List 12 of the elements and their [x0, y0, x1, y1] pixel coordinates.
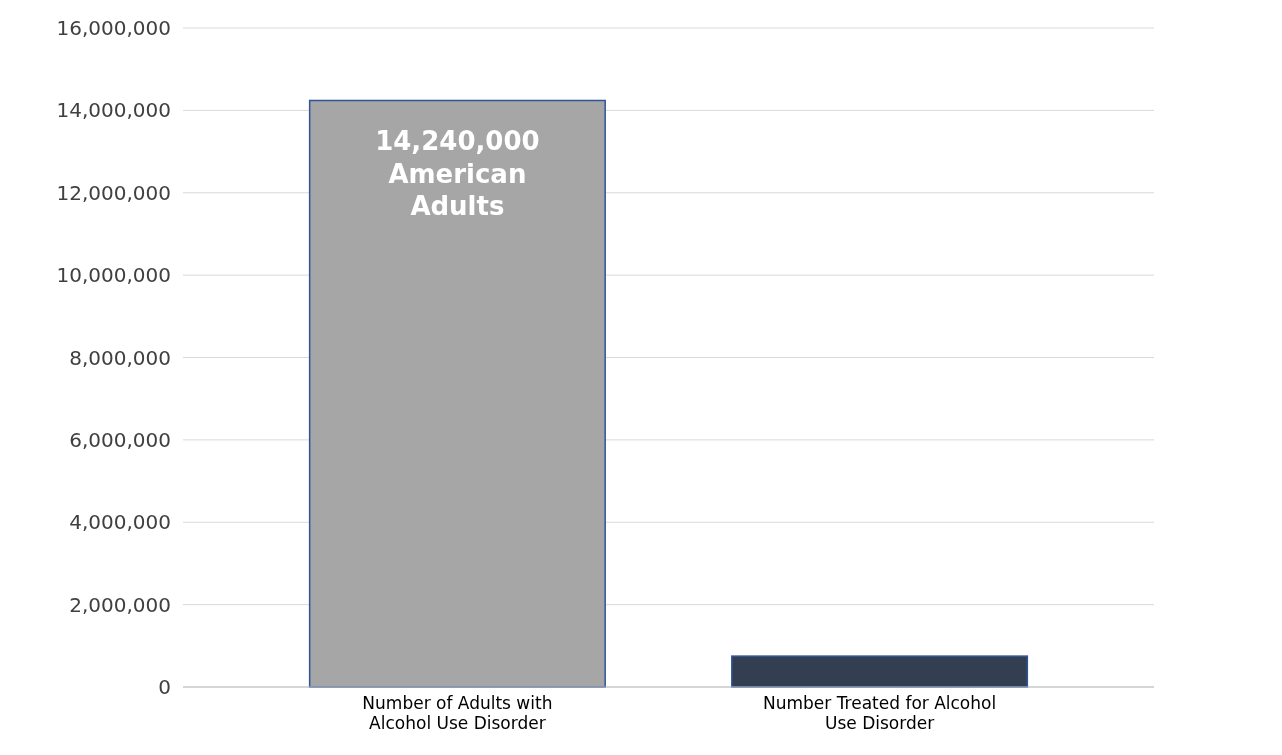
data-label: 14,240,000 American Adults: [375, 126, 540, 222]
y-tick-label: 0: [158, 675, 171, 699]
y-tick-label: 2,000,000: [69, 592, 171, 617]
y-tick-label: 16,000,000: [56, 16, 171, 40]
x-tick-label: Number of Adults with Alcohol Use Disorder: [362, 693, 553, 734]
y-tick-label: 4,000,000: [69, 510, 171, 535]
y-tick-label: 12,000,000: [56, 180, 171, 205]
y-tick-label: 14,000,000: [56, 98, 171, 123]
y-tick-label: 8,000,000: [69, 345, 171, 370]
y-tick-label: 10,000,000: [56, 263, 171, 288]
x-tick-label: Number Treated for Alcohol Use Disorder: [763, 693, 997, 734]
y-tick-label: 6,000,000: [69, 427, 171, 452]
